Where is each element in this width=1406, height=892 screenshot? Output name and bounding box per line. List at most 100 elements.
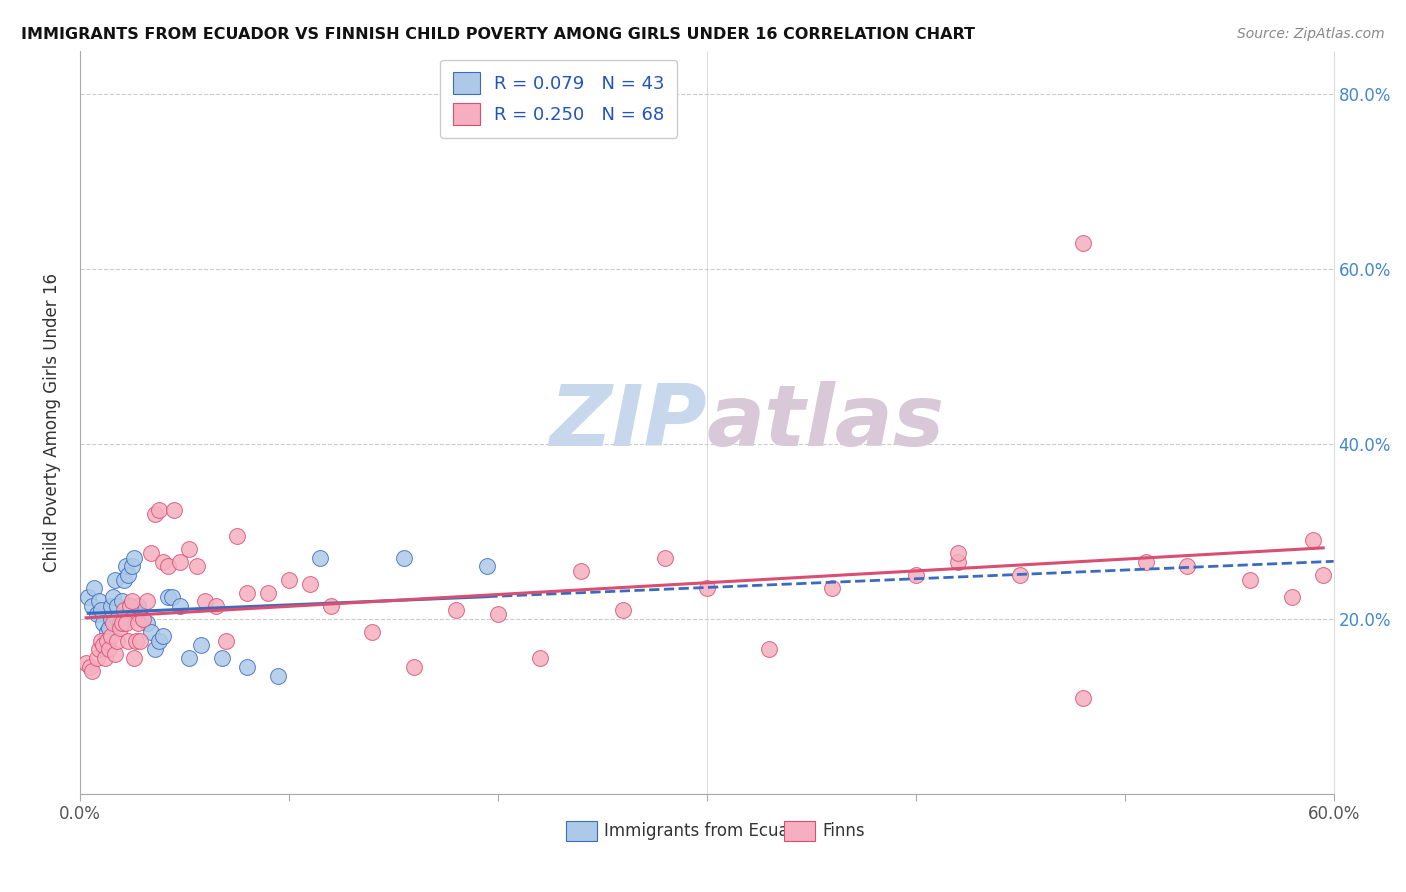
Point	[107, 599, 129, 613]
Point	[117, 568, 139, 582]
Point	[75, 656, 97, 670]
Point	[1312, 568, 1334, 582]
Point	[319, 599, 342, 613]
Point	[90, 633, 112, 648]
Point	[904, 568, 927, 582]
Point	[103, 616, 125, 631]
Point	[129, 633, 152, 648]
Point	[98, 642, 121, 657]
Point	[612, 603, 634, 617]
Point	[100, 629, 122, 643]
Point	[79, 660, 101, 674]
Point	[94, 633, 117, 648]
Point	[1071, 690, 1094, 705]
Point	[131, 612, 153, 626]
Point	[444, 603, 467, 617]
Point	[131, 612, 153, 626]
Point	[156, 590, 179, 604]
Point	[143, 507, 166, 521]
Point	[486, 607, 509, 622]
Point	[91, 638, 114, 652]
Text: ZIP: ZIP	[550, 381, 707, 464]
Point	[204, 599, 226, 613]
Point	[107, 612, 129, 626]
Point	[1135, 555, 1157, 569]
Point	[90, 603, 112, 617]
Point	[108, 621, 131, 635]
Point	[177, 541, 200, 556]
Point	[215, 633, 238, 648]
Point	[148, 633, 170, 648]
Point	[169, 555, 191, 569]
Point	[225, 529, 247, 543]
Point	[477, 559, 499, 574]
Point	[569, 564, 592, 578]
Point	[100, 599, 122, 613]
Point	[361, 624, 384, 639]
Text: Source: ZipAtlas.com: Source: ZipAtlas.com	[1237, 27, 1385, 41]
Point	[946, 555, 969, 569]
Point	[86, 607, 108, 622]
Point	[100, 612, 122, 626]
Point	[177, 651, 200, 665]
Point	[118, 599, 141, 613]
Point	[169, 599, 191, 613]
Point	[94, 651, 117, 665]
Point	[91, 616, 114, 631]
Point	[125, 607, 148, 622]
Point	[118, 599, 141, 613]
Point	[77, 590, 100, 604]
Point	[112, 603, 135, 617]
Point	[111, 594, 134, 608]
Point	[277, 573, 299, 587]
Point	[1281, 590, 1303, 604]
Point	[298, 577, 321, 591]
Point	[96, 633, 118, 648]
Point	[108, 616, 131, 631]
Point	[152, 555, 174, 569]
Point	[98, 621, 121, 635]
Point	[946, 546, 969, 560]
Point	[190, 638, 212, 652]
Text: atlas: atlas	[707, 381, 945, 464]
Point	[115, 559, 138, 574]
Point	[117, 633, 139, 648]
Text: Immigrants from Ecuador: Immigrants from Ecuador	[605, 822, 817, 840]
Point	[83, 581, 105, 595]
Point	[143, 642, 166, 657]
Point	[87, 642, 110, 657]
Legend: R = 0.079   N = 43, R = 0.250   N = 68: R = 0.079 N = 43, R = 0.250 N = 68	[440, 60, 678, 138]
Point	[112, 573, 135, 587]
Point	[392, 550, 415, 565]
Point	[236, 585, 259, 599]
Point	[1010, 568, 1032, 582]
Point	[758, 642, 780, 657]
Y-axis label: Child Poverty Among Girls Under 16: Child Poverty Among Girls Under 16	[44, 273, 60, 572]
Point	[257, 585, 280, 599]
Point	[135, 616, 157, 631]
Point	[1175, 559, 1198, 574]
Point	[821, 581, 844, 595]
Point	[127, 616, 149, 631]
Text: IMMIGRANTS FROM ECUADOR VS FINNISH CHILD POVERTY AMONG GIRLS UNDER 16 CORRELATIO: IMMIGRANTS FROM ECUADOR VS FINNISH CHILD…	[21, 27, 976, 42]
Point	[122, 550, 145, 565]
Point	[111, 616, 134, 631]
Point	[148, 502, 170, 516]
Point	[115, 616, 138, 631]
Point	[194, 594, 217, 608]
Point	[86, 651, 108, 665]
Point	[125, 633, 148, 648]
Point	[107, 633, 129, 648]
Point	[696, 581, 718, 595]
Point	[103, 590, 125, 604]
Point	[1071, 235, 1094, 250]
Point	[1302, 533, 1324, 548]
Text: Finns: Finns	[823, 822, 865, 840]
Point	[104, 647, 127, 661]
Point	[211, 651, 233, 665]
Point	[186, 559, 208, 574]
Point	[529, 651, 551, 665]
Point	[267, 668, 290, 682]
Point	[160, 590, 183, 604]
Point	[127, 599, 149, 613]
